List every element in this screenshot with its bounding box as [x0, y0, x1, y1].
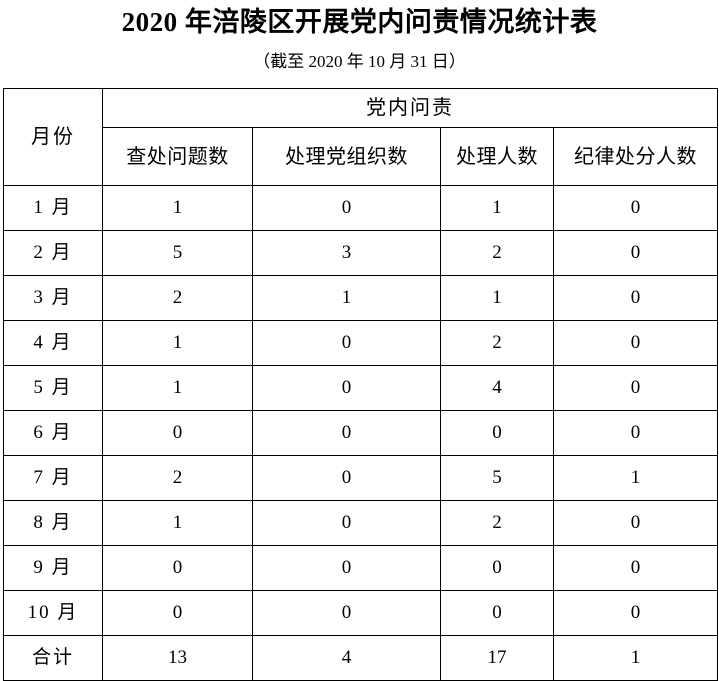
- cell-investigated-issues: 0: [102, 410, 253, 456]
- row-month-label: 6 月: [3, 410, 103, 456]
- cell-persons-handled: 1: [440, 275, 554, 321]
- total-label: 合计: [3, 635, 103, 681]
- header-col-party-organizations: 处理党组织数: [252, 127, 441, 186]
- cell-persons-handled: 4: [440, 365, 554, 411]
- table-row: 1 月 1 0 1 0: [3, 185, 718, 231]
- header-col-persons-handled: 处理人数: [440, 127, 554, 186]
- cell-disciplinary-persons: 0: [553, 365, 718, 411]
- cell-disciplinary-persons: 0: [553, 410, 718, 456]
- cell-disciplinary-persons: 0: [553, 590, 718, 636]
- cell-party-organizations: 3: [252, 230, 441, 276]
- table-body: 1 月 1 0 1 0 2 月 5 3 2 0 3 月 2 1: [3, 185, 718, 681]
- row-month-label: 9 月: [3, 545, 103, 591]
- table-row: 7 月 2 0 5 1: [3, 455, 718, 501]
- statistics-table: 月份 党内问责 查处问题数 处理党组织数 处理人数 纪律处分人数 1 月 1 0…: [3, 88, 718, 681]
- row-month-label: 1 月: [3, 185, 103, 231]
- header-col-disciplinary-persons: 纪律处分人数: [553, 127, 718, 186]
- table-row: 9 月 0 0 0 0: [3, 545, 718, 591]
- cell-party-organizations: 0: [252, 320, 441, 366]
- row-month-label: 8 月: [3, 500, 103, 546]
- cell-party-organizations: 0: [252, 455, 441, 501]
- header-month: 月份: [3, 88, 103, 186]
- row-month-label: 5 月: [3, 365, 103, 411]
- table-header: 月份 党内问责 查处问题数 处理党组织数 处理人数 纪律处分人数: [3, 88, 718, 186]
- cell-investigated-issues: 0: [102, 590, 253, 636]
- table-row: 8 月 1 0 2 0: [3, 500, 718, 546]
- cell-persons-handled: 2: [440, 320, 554, 366]
- cell-investigated-issues: 0: [102, 545, 253, 591]
- total-investigated-issues: 13: [102, 635, 253, 681]
- table-row: 5 月 1 0 4 0: [3, 365, 718, 411]
- page-title: 2020 年涪陵区开展党内问责情况统计表: [121, 7, 598, 37]
- cell-persons-handled: 0: [440, 590, 554, 636]
- row-month-label: 2 月: [3, 230, 103, 276]
- cell-investigated-issues: 2: [102, 455, 253, 501]
- header-col-investigated-issues: 查处问题数: [102, 127, 253, 186]
- table-row: 3 月 2 1 1 0: [3, 275, 718, 321]
- cell-persons-handled: 0: [440, 410, 554, 456]
- cell-investigated-issues: 2: [102, 275, 253, 321]
- cell-persons-handled: 2: [440, 230, 554, 276]
- table-row: 2 月 5 3 2 0: [3, 230, 718, 276]
- statistics-table-container: 月份 党内问责 查处问题数 处理党组织数 处理人数 纪律处分人数 1 月 1 0…: [3, 88, 718, 681]
- table-total-row: 合计 13 4 17 1: [3, 635, 718, 681]
- cell-party-organizations: 0: [252, 500, 441, 546]
- cell-party-organizations: 0: [252, 410, 441, 456]
- header-row-columns: 查处问题数 处理党组织数 处理人数 纪律处分人数: [4, 127, 718, 186]
- cell-persons-handled: 2: [440, 500, 554, 546]
- total-persons-handled: 17: [440, 635, 554, 681]
- cell-persons-handled: 5: [440, 455, 554, 501]
- cell-disciplinary-persons: 0: [553, 230, 718, 276]
- row-month-label: 3 月: [3, 275, 103, 321]
- cell-persons-handled: 0: [440, 545, 554, 591]
- cell-disciplinary-persons: 0: [553, 185, 718, 231]
- cell-investigated-issues: 1: [102, 500, 253, 546]
- cell-party-organizations: 0: [252, 545, 441, 591]
- cell-party-organizations: 1: [252, 275, 441, 321]
- row-month-label: 10 月: [3, 590, 103, 636]
- total-disciplinary-persons: 1: [553, 635, 718, 681]
- cell-disciplinary-persons: 0: [553, 500, 718, 546]
- table-row: 6 月 0 0 0 0: [3, 410, 718, 456]
- cell-investigated-issues: 1: [102, 185, 253, 231]
- cell-persons-handled: 1: [440, 185, 554, 231]
- row-month-label: 4 月: [3, 320, 103, 366]
- total-party-organizations: 4: [252, 635, 441, 681]
- header-group-party-accountability: 党内问责: [102, 88, 718, 128]
- cell-investigated-issues: 1: [102, 365, 253, 411]
- cell-investigated-issues: 5: [102, 230, 253, 276]
- header-row-group: 月份 党内问责: [3, 88, 718, 186]
- cell-investigated-issues: 1: [102, 320, 253, 366]
- cell-party-organizations: 0: [252, 365, 441, 411]
- cell-party-organizations: 0: [252, 590, 441, 636]
- cell-party-organizations: 0: [252, 185, 441, 231]
- table-row: 10 月 0 0 0 0: [3, 590, 718, 636]
- table-row: 4 月 1 0 2 0: [3, 320, 718, 366]
- cell-disciplinary-persons: 0: [553, 545, 718, 591]
- cell-disciplinary-persons: 0: [553, 275, 718, 321]
- cell-disciplinary-persons: 1: [553, 455, 718, 501]
- cell-disciplinary-persons: 0: [553, 320, 718, 366]
- row-month-label: 7 月: [3, 455, 103, 501]
- page-subtitle: （截至 2020 年 10 月 31 日）: [253, 52, 466, 71]
